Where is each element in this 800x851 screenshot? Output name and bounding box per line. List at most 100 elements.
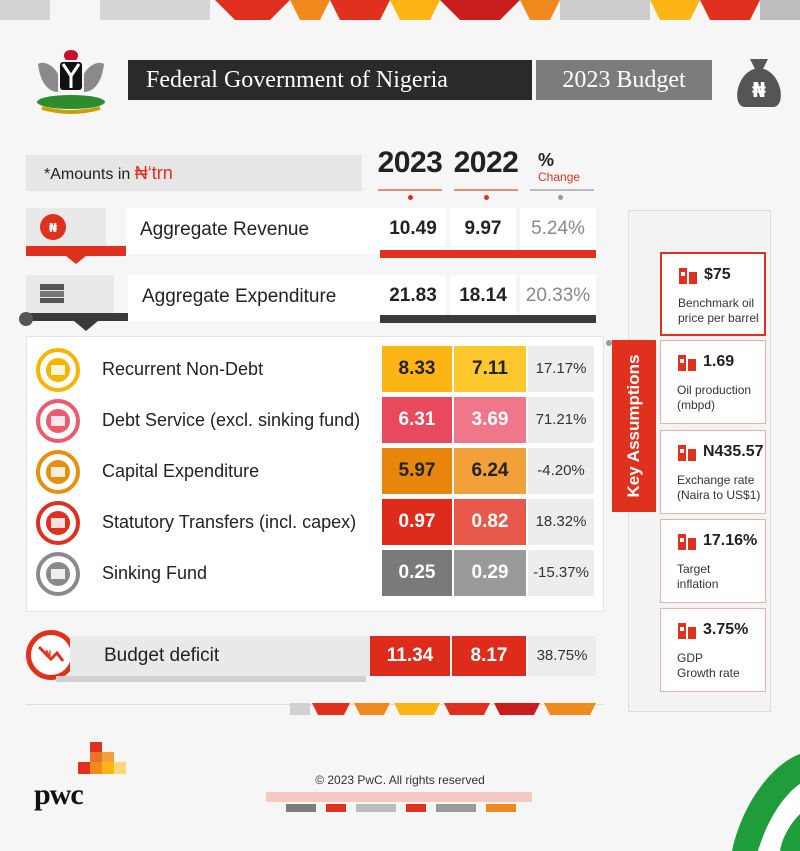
breakdown-row: Recurrent Non-Debt 8.33 7.11 17.17% <box>34 346 594 394</box>
column-header-change: Change <box>538 170 581 184</box>
aggregate-expenditure-pct: 20.33% <box>520 275 596 317</box>
aggregate-revenue-pct: 5.24% <box>520 208 596 250</box>
breakdown-row-pct: 17.17% <box>528 346 594 392</box>
deficit-shadow <box>56 676 366 682</box>
key-assumption-desc-line-1: Exchange rate <box>677 473 755 487</box>
breakdown-row-2023: 8.33 <box>382 346 452 392</box>
key-assumption-value: 1.69 <box>703 353 735 370</box>
header-underline-pct <box>530 189 594 191</box>
oil-pump-icon <box>675 351 699 375</box>
breakdown-row-2022: 3.69 <box>454 397 526 443</box>
breakdown-row-pct: -15.37% <box>528 550 594 596</box>
budget-deficit-2023: 11.34 <box>370 636 450 676</box>
header-dot-pct <box>558 195 563 200</box>
budget-year-title: 2023 Budget <box>536 60 712 100</box>
breakdown-row-2022: 0.82 <box>454 499 526 545</box>
svg-text:₦: ₦ <box>45 649 52 660</box>
cash-stack-icon <box>38 282 66 304</box>
budget-deficit-row: ₦ Budget deficit 11.34 8.17 38.75% <box>26 628 596 684</box>
breakdown-row-pct: 18.32% <box>528 499 594 545</box>
breakdown-row-2023: 0.97 <box>382 499 452 545</box>
aggregate-revenue-row: ₦ Aggregate Revenue 10.49 9.97 5.24% <box>26 208 596 264</box>
key-assumption-desc-line-2: price per barrel <box>678 311 759 325</box>
key-assumption-desc-line-1: Oil production <box>677 383 752 397</box>
pwc-logo: pwc <box>34 778 84 811</box>
key-assumption-desc-line-1: Benchmark oil <box>678 296 755 310</box>
aggregate-expenditure-2022: 18.14 <box>450 275 516 317</box>
key-assumption-desc-line-2: Growth rate <box>677 666 740 680</box>
breakdown-row-pct: -4.20% <box>528 448 594 494</box>
aggregate-revenue-2022: 9.97 <box>450 208 516 250</box>
debt-icon <box>36 399 80 443</box>
breakdown-row: Debt Service (excl. sinking fund) 6.31 3… <box>34 397 594 445</box>
breakdown-row: Capital Expenditure 5.97 6.24 -4.20% <box>34 448 594 496</box>
breakdown-row: Statutory Transfers (incl. capex) 0.97 0… <box>34 499 594 547</box>
header-dot-2022 <box>484 195 489 200</box>
revenue-bag-icon: ₦ <box>40 214 66 240</box>
aggregate-revenue-label: Aggregate Revenue <box>126 208 388 254</box>
sinking-fund-icon <box>36 552 80 596</box>
key-assumption-card: N435.57 Exchange rate (Naira to US$1) <box>660 430 766 514</box>
revenue-ribbon <box>26 208 126 264</box>
key-assumption-card: 3.75% GDP Growth rate <box>660 608 766 692</box>
revenue-underline <box>380 250 596 258</box>
page-title: Federal Government of Nigeria <box>128 60 532 100</box>
header-dot-2023 <box>408 195 413 200</box>
transfer-icon <box>36 501 80 545</box>
key-assumption-value: $75 <box>704 266 731 283</box>
footer-decor-strip <box>266 792 532 812</box>
aggregate-expenditure-row: Aggregate Expenditure 21.83 18.14 20.33% <box>18 275 596 335</box>
budget-deficit-2022: 8.17 <box>452 636 526 676</box>
key-assumptions-banner: Key Assumptions <box>612 340 656 512</box>
amounts-note-unit: ₦‘trn <box>134 163 173 183</box>
breakdown-row-label: Sinking Fund <box>84 550 380 596</box>
key-assumption-value: 3.75% <box>703 621 749 638</box>
inflation-chart-icon <box>675 530 699 554</box>
breakdown-row-label: Capital Expenditure <box>84 448 380 494</box>
column-header-pct: % <box>538 150 555 170</box>
deficit-icon: ₦ <box>26 630 76 680</box>
breakdown-row: Sinking Fund 0.25 0.29 -15.37% <box>34 550 594 598</box>
key-assumption-card: 1.69 Oil production (mbpd) <box>660 340 766 424</box>
aggregate-expenditure-2023: 21.83 <box>380 275 446 317</box>
top-pattern <box>0 0 800 20</box>
top-decor-strip <box>0 0 800 20</box>
key-assumption-value: 17.16% <box>703 532 758 549</box>
bottom-decor-strip <box>290 702 596 715</box>
banner-dot <box>606 340 612 346</box>
expenditure-ribbon <box>19 275 138 331</box>
breakdown-row-2022: 7.11 <box>454 346 526 392</box>
money-bag-icon: ₦ <box>730 55 788 109</box>
breakdown-row-2023: 0.25 <box>382 550 452 596</box>
ledger-icon <box>36 348 80 392</box>
amounts-note-prefix: *Amounts in <box>44 166 135 183</box>
key-assumption-desc-line-1: Target <box>677 562 711 576</box>
gdp-chart-icon <box>675 619 699 643</box>
key-assumption-value: N435.57 <box>703 443 764 460</box>
key-assumption-card: $75 Benchmark oil price per barrel <box>660 252 766 336</box>
oil-barrel-icon <box>676 264 700 288</box>
amounts-note: *Amounts in ₦‘trn <box>26 155 362 191</box>
breakdown-row-2022: 0.29 <box>454 550 526 596</box>
exchange-icon <box>675 441 699 465</box>
svg-text:₦: ₦ <box>752 78 766 102</box>
expenditure-underline <box>380 315 596 323</box>
breakdown-row-2023: 6.31 <box>382 397 452 443</box>
breakdown-row-label: Statutory Transfers (incl. capex) <box>84 499 380 545</box>
nigeria-flag-icon <box>722 744 800 851</box>
capital-icon <box>36 450 80 494</box>
pwc-logo-mark <box>74 742 130 782</box>
breakdown-row-label: Debt Service (excl. sinking fund) <box>84 397 380 443</box>
key-assumption-card: 17.16% Target inflation <box>660 519 766 603</box>
breakdown-row-2023: 5.97 <box>382 448 452 494</box>
header-underline-2023 <box>378 189 442 191</box>
aggregate-revenue-2023: 10.49 <box>380 208 446 250</box>
breakdown-row-2022: 6.24 <box>454 448 526 494</box>
key-assumption-desc-line-1: GDP <box>677 651 704 665</box>
key-assumption-desc-line-2: inflation <box>677 577 719 591</box>
budget-deficit-pct: 38.75% <box>528 636 596 676</box>
breakdown-row-pct: 71.21% <box>528 397 594 443</box>
budget-deficit-label: Budget deficit <box>70 636 370 676</box>
key-assumption-desc-line-2: (Naira to US$1) <box>677 488 761 502</box>
coat-of-arms-icon <box>28 42 114 118</box>
